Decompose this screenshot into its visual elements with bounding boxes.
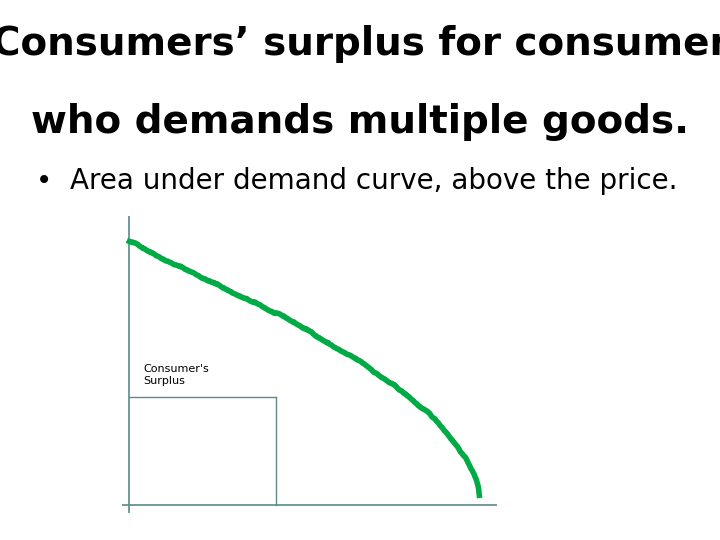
Text: Consumer's
Surplus: Consumer's Surplus (143, 364, 209, 386)
Text: •  Area under demand curve, above the price.: • Area under demand curve, above the pri… (36, 167, 678, 195)
Text: who demands multiple goods.: who demands multiple goods. (31, 103, 689, 140)
Text: Consumers’ surplus for consumer: Consumers’ surplus for consumer (0, 25, 720, 63)
